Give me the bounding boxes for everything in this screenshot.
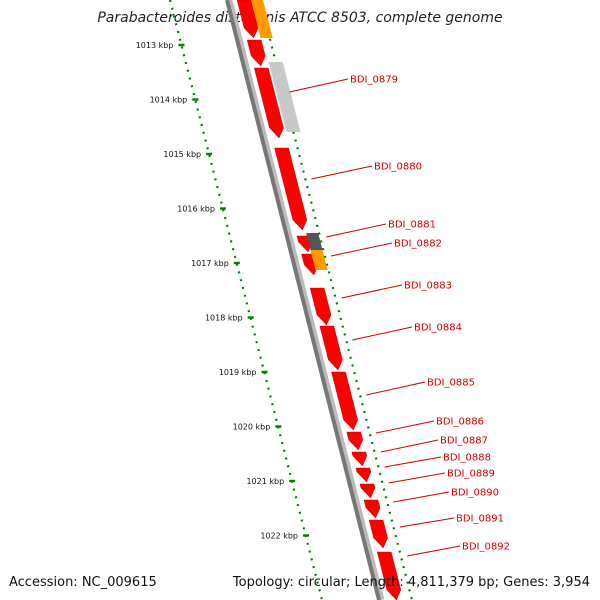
kbp-label: 1021 kbp — [246, 477, 284, 486]
leader-line — [341, 284, 403, 299]
leader-line — [326, 223, 387, 238]
leader-line — [375, 420, 435, 434]
leader-line — [399, 517, 455, 528]
gene-arrow — [355, 467, 372, 483]
accession-text: Accession: NC_009615 — [9, 575, 157, 590]
leader-line — [311, 165, 373, 180]
backbone-line — [225, 0, 381, 600]
gene-arrow — [363, 499, 381, 519]
gene-label: BDI_0891 — [456, 514, 504, 525]
leader-line — [388, 472, 446, 484]
leader-line — [393, 491, 450, 503]
kbp-label: 1018 kbp — [205, 314, 243, 323]
gene-arrow — [274, 147, 308, 231]
gene-label: BDI_0883 — [404, 281, 452, 292]
leader-line — [380, 439, 439, 453]
ruler-tracks: 1013 kbp 1014 kbp 1015 kbp 1016 kbp 1017 kbp… — [136, 0, 414, 600]
leader-line — [384, 456, 442, 468]
gene-arrow — [310, 250, 328, 270]
gene-arrow — [268, 62, 301, 132]
kbp-label: 1014 kbp — [150, 96, 188, 105]
gene-arrow — [359, 483, 376, 499]
leader-line — [330, 242, 393, 257]
gene-track — [236, 0, 402, 600]
kbp-label: 1022 kbp — [260, 532, 298, 541]
gene-label: BDI_0890 — [451, 488, 499, 499]
gene-arrow — [306, 233, 323, 250]
leader-line — [366, 381, 426, 396]
kbp-label: 1013 kbp — [136, 41, 174, 50]
kbp-label: 1020 kbp — [233, 423, 271, 432]
leader-line — [289, 78, 349, 93]
kbp-label: 1015 kbp — [163, 150, 201, 159]
gene-arrow — [368, 519, 388, 549]
kbp-label: 1017 kbp — [191, 259, 229, 268]
gene-label: BDI_0882 — [394, 239, 442, 250]
gene-labels: BDI_0879 BDI_0880 BDI_0881 BDI_0882 BDI_0883… — [289, 75, 510, 557]
gene-label: BDI_0884 — [414, 323, 462, 334]
leader-line — [352, 326, 413, 341]
kbp-label: 1019 kbp — [219, 368, 257, 377]
gene-arrow — [251, 0, 273, 38]
gene-label: BDI_0879 — [350, 75, 398, 86]
gene-arrow — [309, 287, 332, 326]
gene-label: BDI_0888 — [443, 453, 491, 464]
kbp-label: 1016 kbp — [177, 205, 215, 214]
gene-arrow — [254, 67, 284, 139]
leader-line — [407, 545, 461, 557]
genome-backbone — [225, 0, 385, 600]
gene-arrow — [236, 0, 259, 39]
gene-arrow — [376, 551, 402, 600]
gene-arrow — [319, 325, 343, 371]
gene-label: BDI_0885 — [427, 378, 475, 389]
gene-label: BDI_0881 — [388, 220, 436, 231]
gene-label: BDI_0880 — [374, 162, 422, 173]
gene-arrow — [346, 431, 363, 451]
genome-title: Parabacteroides distasonis ATCC 8503, co… — [97, 10, 503, 26]
gene-arrow — [246, 39, 266, 67]
gene-arrow — [351, 451, 368, 467]
gene-arrow — [331, 371, 358, 431]
gene-label: BDI_0887 — [440, 436, 488, 447]
gene-label: BDI_0886 — [436, 417, 484, 428]
gene-label: BDI_0889 — [447, 469, 495, 480]
genome-summary: Topology: circular; Length: 4,811,379 bp… — [232, 575, 590, 590]
gene-label: BDI_0892 — [462, 542, 510, 553]
